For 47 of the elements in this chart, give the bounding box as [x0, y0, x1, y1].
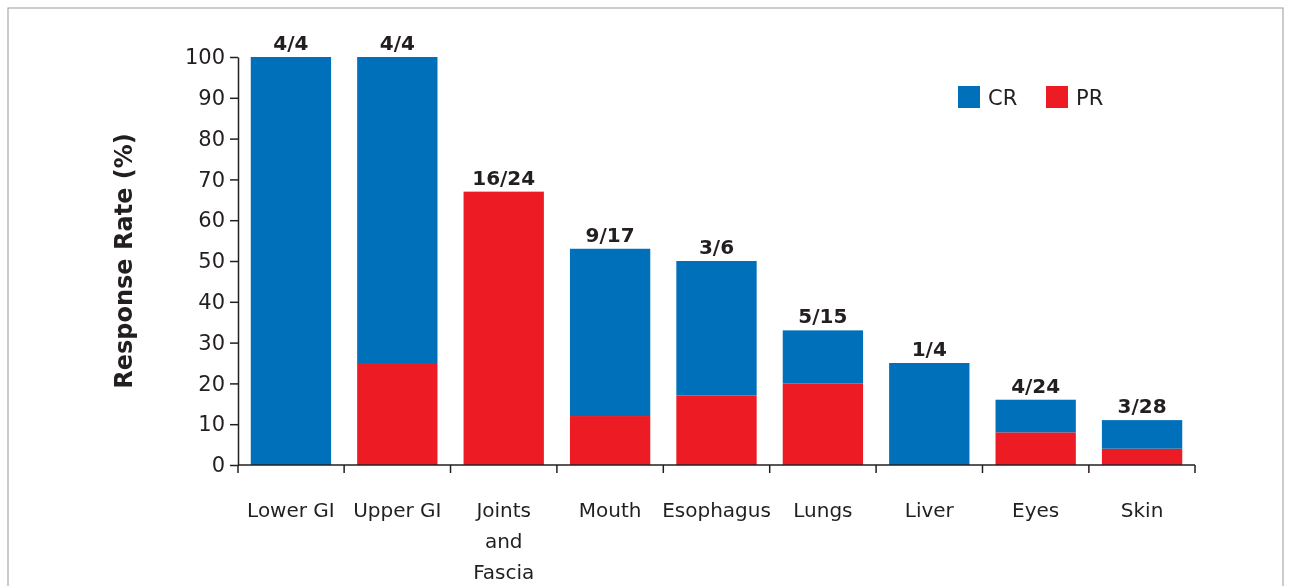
bar: [569, 248, 651, 417]
x-tick-label: Liver: [904, 498, 955, 522]
annotation: 4/4: [273, 31, 309, 55]
x-tick-label: Joints and Fascia: [473, 498, 535, 584]
bar: [357, 57, 438, 363]
annotation: 3/6: [698, 235, 735, 259]
x-tick-label: Lower GI: [247, 498, 335, 522]
bar: [250, 57, 332, 465]
bar: [1101, 420, 1183, 449]
y-tick-label: 50: [198, 249, 225, 274]
annotation: 4/4: [379, 31, 415, 55]
bar: [889, 363, 970, 465]
y-tick-label: 100: [184, 45, 225, 70]
bar: [463, 191, 544, 465]
y-tick-label: 80: [198, 126, 225, 151]
bar: [676, 395, 757, 465]
legend-label: PR: [1076, 86, 1104, 110]
x-tick-label: Eyes: [1012, 498, 1060, 522]
annotation: 16/24: [472, 165, 536, 190]
y-tick-label: 70: [198, 167, 225, 192]
bar: [782, 383, 864, 465]
x-tick-label: Upper GI: [353, 498, 442, 522]
y-tick-label: 10: [198, 412, 225, 437]
bar: [995, 399, 1076, 433]
annotation: 1/4: [911, 337, 947, 361]
y-tick-label: 90: [198, 86, 225, 111]
y-tick-label: 0: [211, 453, 225, 478]
bar: [1101, 448, 1183, 465]
annotation: 5/15: [798, 304, 848, 329]
y-axis-title: Response Rate (%): [110, 133, 138, 389]
bar: [357, 363, 438, 465]
legend-label: CR: [988, 86, 1018, 110]
bar: [676, 261, 757, 396]
y-tick-label: 40: [198, 290, 225, 315]
annotation: 3/28: [1117, 394, 1167, 419]
y-tick-label: 60: [198, 208, 225, 233]
x-tick-label: Lungs: [793, 498, 853, 522]
y-tick-label: 20: [198, 371, 225, 396]
bar: [569, 416, 651, 465]
bar: [995, 432, 1076, 465]
x-tick-label: Skin: [1120, 498, 1164, 522]
annotation: 9/17: [585, 222, 635, 247]
y-tick-label: 30: [198, 330, 225, 355]
annotation: 4/24: [1011, 373, 1061, 398]
x-tick-label: Mouth: [578, 498, 642, 522]
bar: [782, 330, 864, 384]
x-tick-label: Esophagus: [662, 498, 771, 522]
